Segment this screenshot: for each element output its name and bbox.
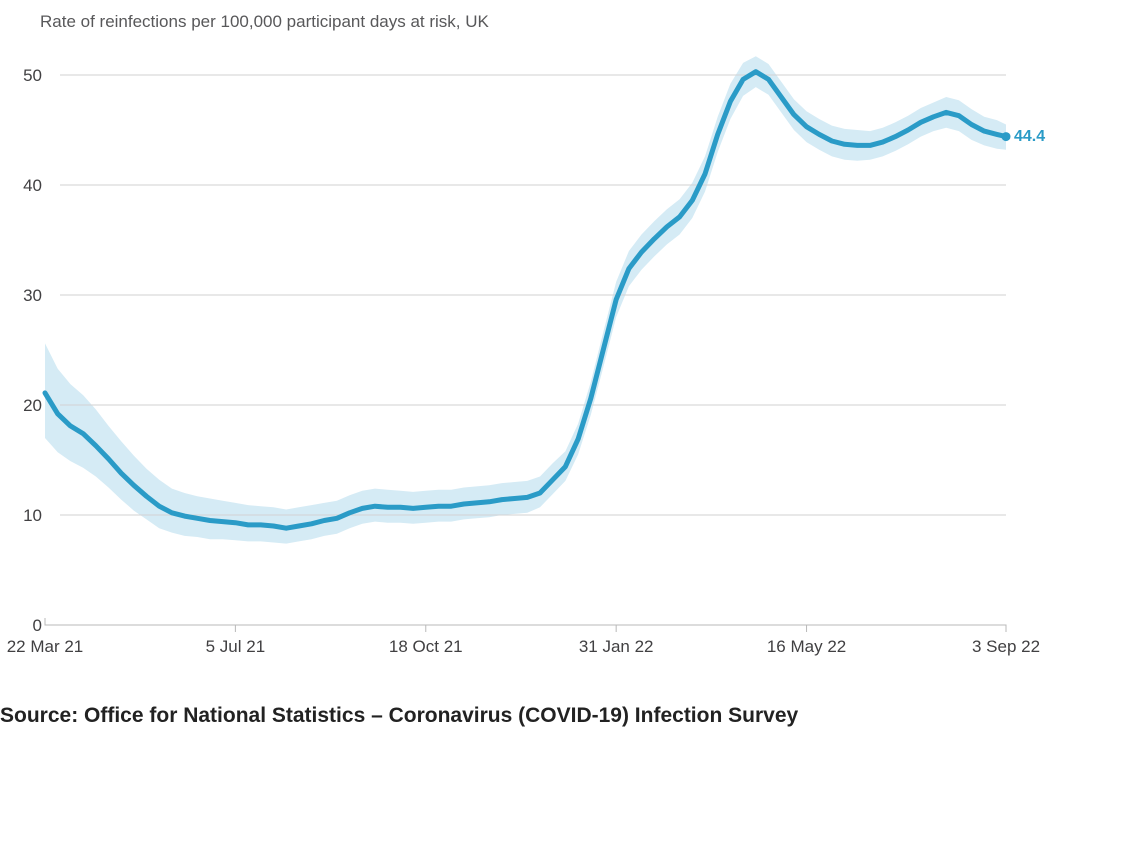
x-axis-line <box>44 618 1007 632</box>
y-axis-label: 0 <box>33 616 42 635</box>
latest-point-marker <box>1001 132 1011 142</box>
y-axis-label: 40 <box>23 176 42 195</box>
x-axis-label: 31 Jan 22 <box>579 637 654 656</box>
x-axis-label: 3 Sep 22 <box>972 637 1040 656</box>
chart-title: Rate of reinfections per 100,000 partici… <box>40 12 489 31</box>
y-axis-label: 30 <box>23 286 42 305</box>
source-note: Source: Office for National Statistics –… <box>0 704 799 727</box>
line-chart: 0 10 20 30 40 50 22 Mar 21 5 Jul 21 18 Oct 21 31 … <box>7 56 1040 656</box>
confidence-band <box>45 56 1006 544</box>
y-axis-label: 50 <box>23 66 42 85</box>
x-axis-label: 18 Oct 21 <box>389 637 463 656</box>
y-axis-label: 10 <box>23 506 42 525</box>
rate-line <box>42 69 1009 531</box>
x-axis-label: 22 Mar 21 <box>7 637 84 656</box>
x-axis-label: 16 May 22 <box>767 637 846 656</box>
latest-value-label: 44.4 <box>1014 127 1046 145</box>
y-axis-label: 20 <box>23 396 42 415</box>
x-axis-label: 5 Jul 21 <box>206 637 266 656</box>
